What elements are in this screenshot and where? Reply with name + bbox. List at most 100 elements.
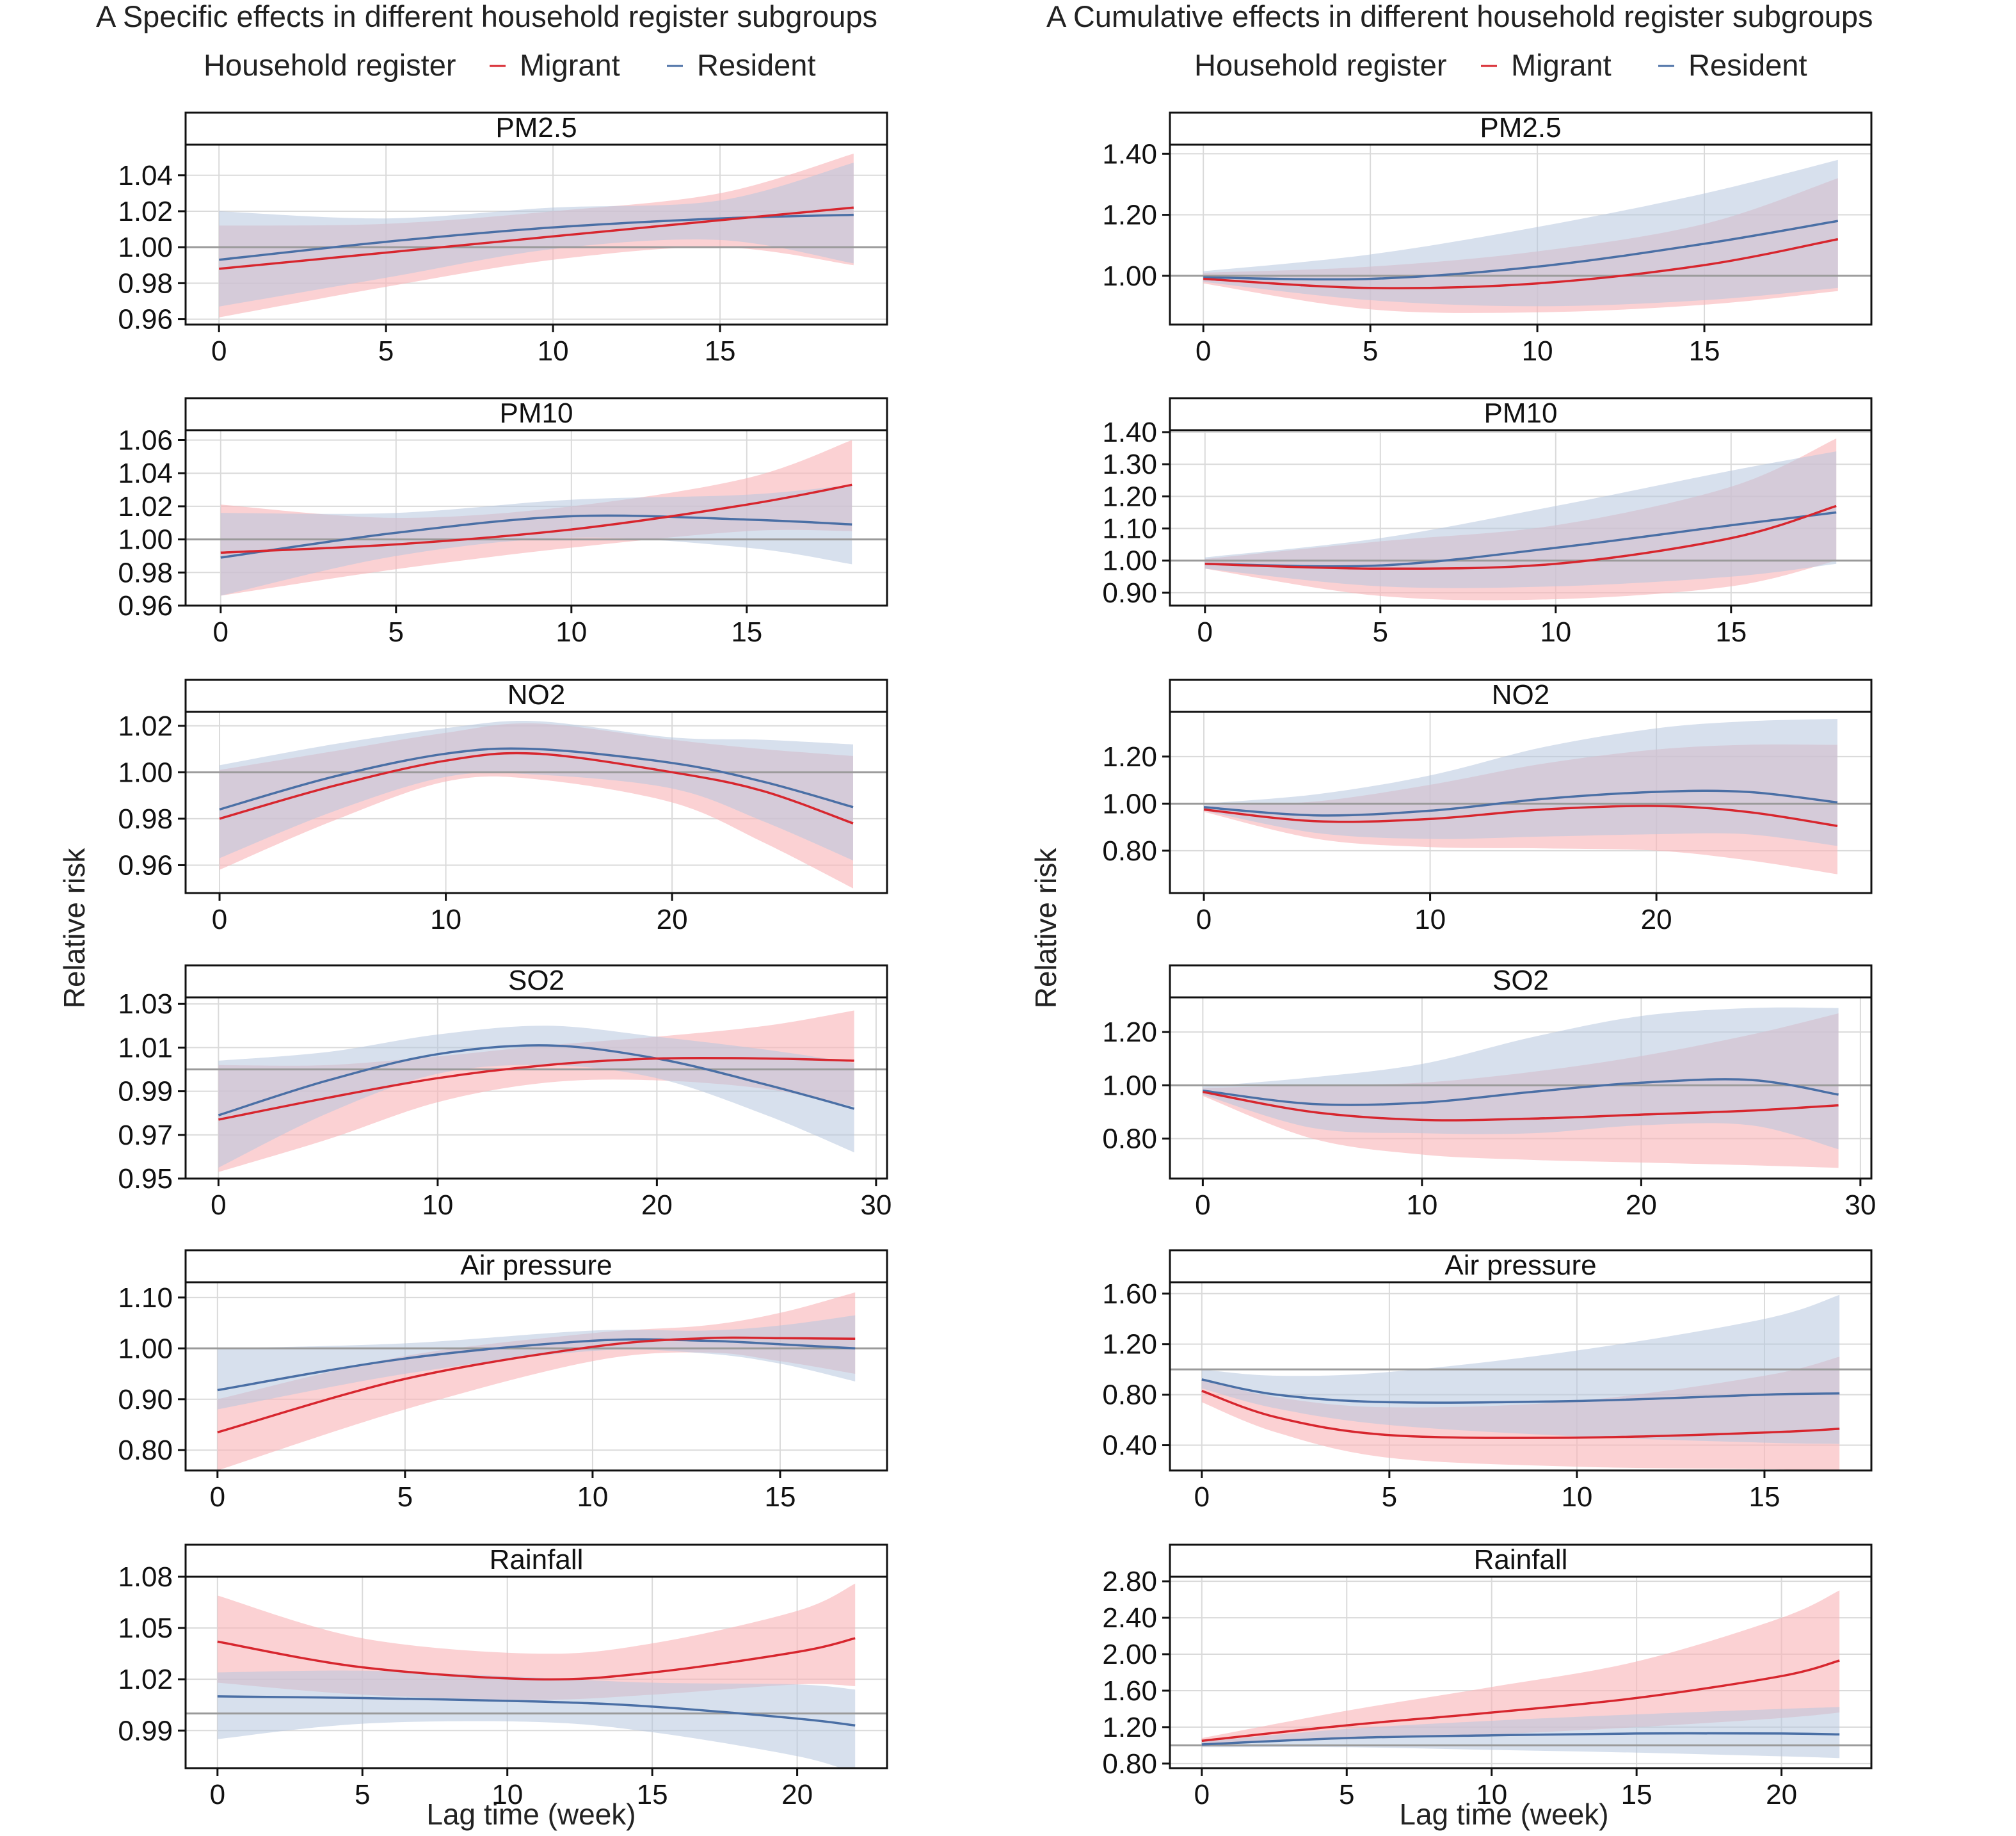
left-pm10-resident-line [220, 514, 852, 559]
right-rainfall-y-tick-label: 2.80 [1102, 1566, 1157, 1597]
right-pm10-x-tick-label: 15 [1715, 616, 1747, 648]
left-rainfall-title: Rainfall [490, 1544, 584, 1575]
left-pm10-x-tick-label: 10 [556, 616, 587, 648]
left-pm10-y-tick-label: 0.98 [118, 557, 173, 588]
right-no2-panel: NO2 0.80 1.00 1.20 0 10 20 [1102, 679, 1873, 935]
left-pm2-5-x-tick-label: 0 [211, 335, 227, 367]
left-no2-frame [184, 679, 888, 894]
left-so2-plot-area [186, 1010, 887, 1172]
left-so2-resident-line [218, 1044, 855, 1116]
right-pm10-resident-line [1204, 511, 1837, 568]
right-rainfall-x-tick-label: 20 [1766, 1779, 1797, 1810]
right-air-pressure-x-tick-label: 0 [1194, 1481, 1210, 1513]
right-pm10-migrant-line [1204, 504, 1837, 570]
left-air-pressure-y-tick-label: 0.90 [118, 1384, 173, 1415]
left-no2-resident-line [219, 747, 854, 811]
right-pm10-x-tick-label: 10 [1540, 616, 1571, 648]
right-rainfall-plot-area [1170, 1590, 1871, 1759]
left-pm2-5-y-tick-label: 1.00 [118, 232, 173, 263]
left-so2-x-tick-label: 20 [641, 1189, 673, 1221]
right-rainfall-frame [1169, 1543, 1873, 1769]
left-rainfall-y-tick-label: 0.99 [118, 1715, 173, 1746]
right-so2-y-tick-label: 0.80 [1102, 1123, 1157, 1155]
left-so2-x-tick-label: 0 [211, 1189, 226, 1221]
left-pm10-frame [184, 397, 888, 607]
left-pm2-5-frame [184, 111, 888, 326]
left-y-axis-label: Relative risk [58, 848, 91, 1009]
left-air-pressure-y-tick-label: 0.80 [118, 1435, 173, 1466]
left-no2-y-tick-label: 1.02 [118, 711, 173, 742]
right-rainfall-y-tick-label: 2.40 [1102, 1602, 1157, 1634]
right-so2-frame [1169, 964, 1873, 1180]
left-rainfall-resident-line [217, 1695, 856, 1727]
left-air-pressure-y-tick-label: 1.00 [118, 1333, 173, 1364]
right-pm2-5-x-tick-label: 10 [1522, 335, 1553, 367]
right-no2-migrant-line [1203, 805, 1838, 828]
right-pm10-x-tick-label: 5 [1373, 616, 1388, 648]
right-y-axis-label: Relative risk [1029, 848, 1062, 1009]
left-air-pressure-x-tick-label: 10 [577, 1481, 608, 1513]
right-pm10-x-tick-label: 0 [1197, 616, 1213, 648]
right-rainfall-y-tick-label: 0.80 [1102, 1748, 1157, 1780]
left-pm2-5-resident-confidence-band [219, 163, 854, 307]
right-legend-resident-label: Resident [1688, 48, 1807, 82]
right-pm10-y-tick-label: 1.10 [1102, 513, 1157, 545]
right-pm10-y-tick-label: 1.40 [1102, 417, 1157, 448]
left-pm2-5-y-tick-label: 1.02 [118, 196, 173, 227]
right-rainfall-x-tick-label: 5 [1339, 1779, 1354, 1810]
left-so2-title: SO2 [508, 965, 564, 996]
left-pm2-5-migrant-line [219, 206, 854, 270]
right-rainfall-migrant-confidence-band [1201, 1590, 1840, 1744]
right-rainfall-resident-line [1201, 1732, 1840, 1746]
right-air-pressure-y-tick-label: 0.80 [1102, 1380, 1157, 1411]
right-air-pressure-resident-line [1201, 1378, 1840, 1404]
right-rainfall-y-tick-label: 2.00 [1102, 1639, 1157, 1670]
left-air-pressure-panel: Air pressure 0.80 0.90 1.00 1.10 0 5 10 15 [118, 1249, 888, 1513]
right-air-pressure-migrant-line [1201, 1390, 1840, 1439]
left-so2-migrant-line [218, 1056, 854, 1121]
right-pm10-frame [1169, 397, 1873, 607]
left-legend-migrant-label: Migrant [520, 48, 620, 82]
right-pm2-5-panel: PM2.5 1.00 1.20 1.40 0 5 10 15 [1102, 111, 1873, 367]
right-pm2-5-y-tick-label: 1.00 [1102, 261, 1157, 292]
left-rainfall-panel: Rainfall 0.99 1.02 1.05 1.08 0 5 10 15 20 [118, 1543, 888, 1810]
left-rainfall-x-tick-label: 5 [355, 1779, 370, 1810]
right-air-pressure-x-tick-label: 10 [1561, 1481, 1592, 1513]
left-pm2-5-y-tick-label: 0.96 [118, 304, 173, 335]
right-pm2-5-title: PM2.5 [1480, 112, 1561, 143]
right-pm10-panel: PM10 0.901.001.101.201.301.40 0 5 10 15 [1102, 397, 1873, 648]
left-rainfall-resident-confidence-band [217, 1670, 856, 1768]
left-so2-x-tick-label: 10 [422, 1189, 453, 1221]
left-air-pressure-x-tick-label: 15 [764, 1481, 796, 1513]
left-figure-title: A Specific effects in different househol… [96, 0, 877, 33]
left-rainfall-plot-area [186, 1583, 887, 1768]
left-no2-y-tick-label: 1.00 [118, 757, 173, 788]
left-pm10-x-tick-label: 15 [731, 616, 762, 648]
right-x-axis-label: Lag time (week) [1399, 1798, 1608, 1831]
right-pm10-y-tick-label: 1.00 [1102, 545, 1157, 577]
right-pm2-5-x-tick-label: 15 [1689, 335, 1720, 367]
right-pm2-5-y-tick-label: 1.20 [1102, 200, 1157, 231]
left-no2-panel: NO2 0.96 0.98 1.00 1.02 0 10 20 [118, 679, 888, 935]
left-pm2-5-x-tick-label: 10 [538, 335, 569, 367]
left-air-pressure-x-tick-label: 0 [210, 1481, 225, 1513]
right-pm10-y-tick-label: 0.90 [1102, 577, 1157, 609]
left-so2-x-tick-label: 30 [860, 1189, 892, 1221]
right-so2-y-tick-label: 1.00 [1102, 1070, 1157, 1101]
left-no2-x-tick-label: 0 [212, 904, 227, 935]
left-pm10-y-tick-label: 1.06 [118, 425, 173, 456]
right-pm2-5-x-tick-label: 5 [1363, 335, 1378, 367]
left-pm10-y-tick-label: 1.04 [118, 458, 173, 489]
left-pm2-5-x-tick-label: 5 [378, 335, 394, 367]
right-so2-panel: SO2 0.80 1.00 1.20 0 10 20 30 [1102, 964, 1876, 1221]
left-x-axis-label: Lag time (week) [426, 1798, 636, 1831]
left-rainfall-y-tick-label: 1.08 [118, 1561, 173, 1593]
right-figure-title: A Cumulative effects in different househ… [1046, 0, 1873, 33]
left-rainfall-migrant-line [217, 1637, 856, 1681]
left-pm2-5-x-tick-label: 15 [705, 335, 736, 367]
left-pm2-5-plot-area [186, 154, 887, 318]
left-air-pressure-resident-line [217, 1338, 856, 1392]
right-so2-resident-line [1203, 1078, 1839, 1106]
right-no2-y-tick-label: 1.00 [1102, 788, 1157, 819]
left-rainfall-y-tick-label: 1.02 [118, 1664, 173, 1695]
